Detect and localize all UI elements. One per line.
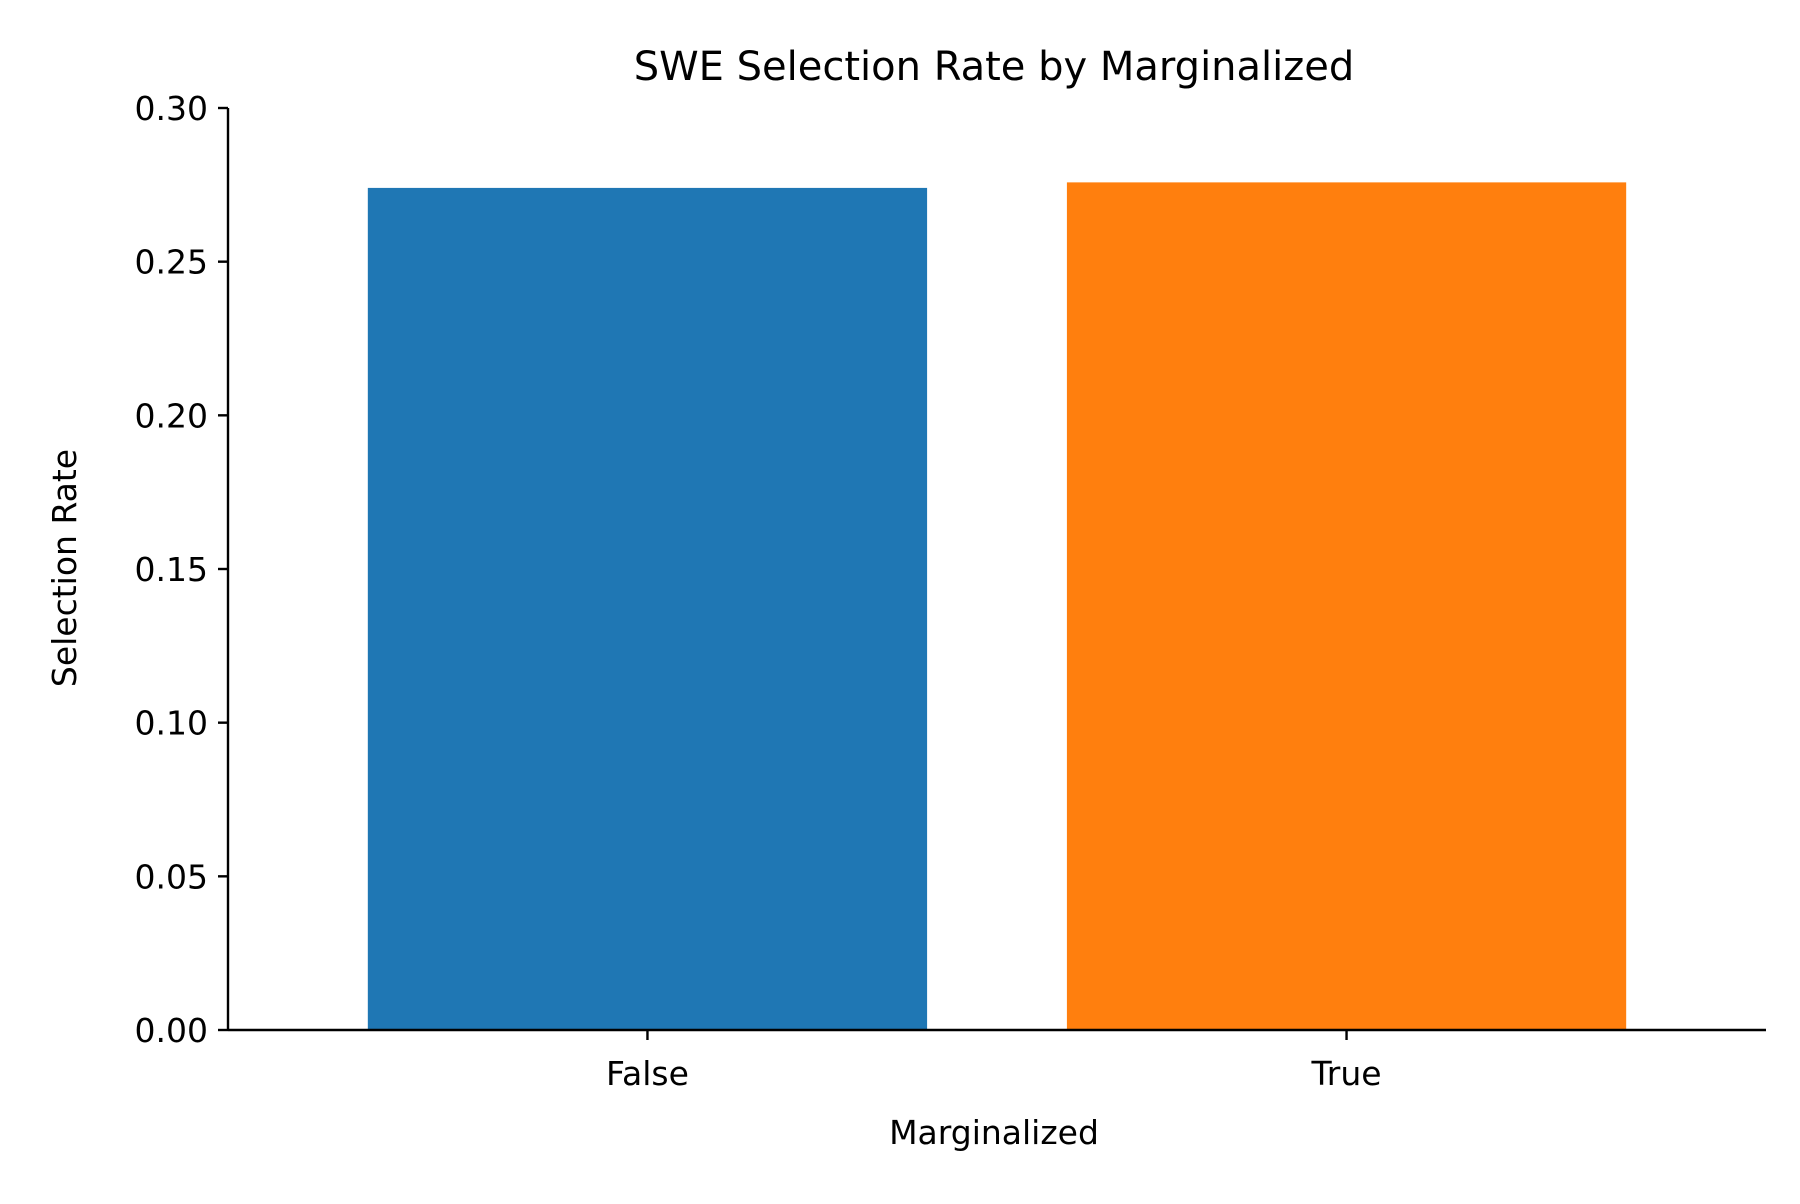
- x-tick-label: True: [1310, 1054, 1381, 1093]
- x-axis-label: Marginalized: [889, 1113, 1099, 1152]
- y-axis-ticks: 0.00 0.05 0.10 0.15 0.20 0.25 0.30: [135, 89, 228, 1050]
- y-tick-label: 0.00: [135, 1011, 208, 1050]
- y-tick-label: 0.10: [135, 704, 208, 743]
- bars-group: [367, 182, 1627, 1031]
- y-tick-label: 0.05: [135, 857, 208, 896]
- bar-true: [1066, 182, 1627, 1031]
- y-tick-label: 0.15: [135, 550, 208, 589]
- y-tick-label: 0.30: [135, 89, 208, 128]
- y-axis-label: Selection Rate: [45, 449, 84, 687]
- x-tick-label: False: [606, 1054, 689, 1093]
- y-tick-label: 0.25: [135, 243, 208, 282]
- x-axis-ticks: False True: [606, 1030, 1382, 1093]
- bar-false: [367, 187, 928, 1030]
- chart-title: SWE Selection Rate by Marginalized: [634, 44, 1355, 90]
- y-tick-label: 0.20: [135, 396, 208, 435]
